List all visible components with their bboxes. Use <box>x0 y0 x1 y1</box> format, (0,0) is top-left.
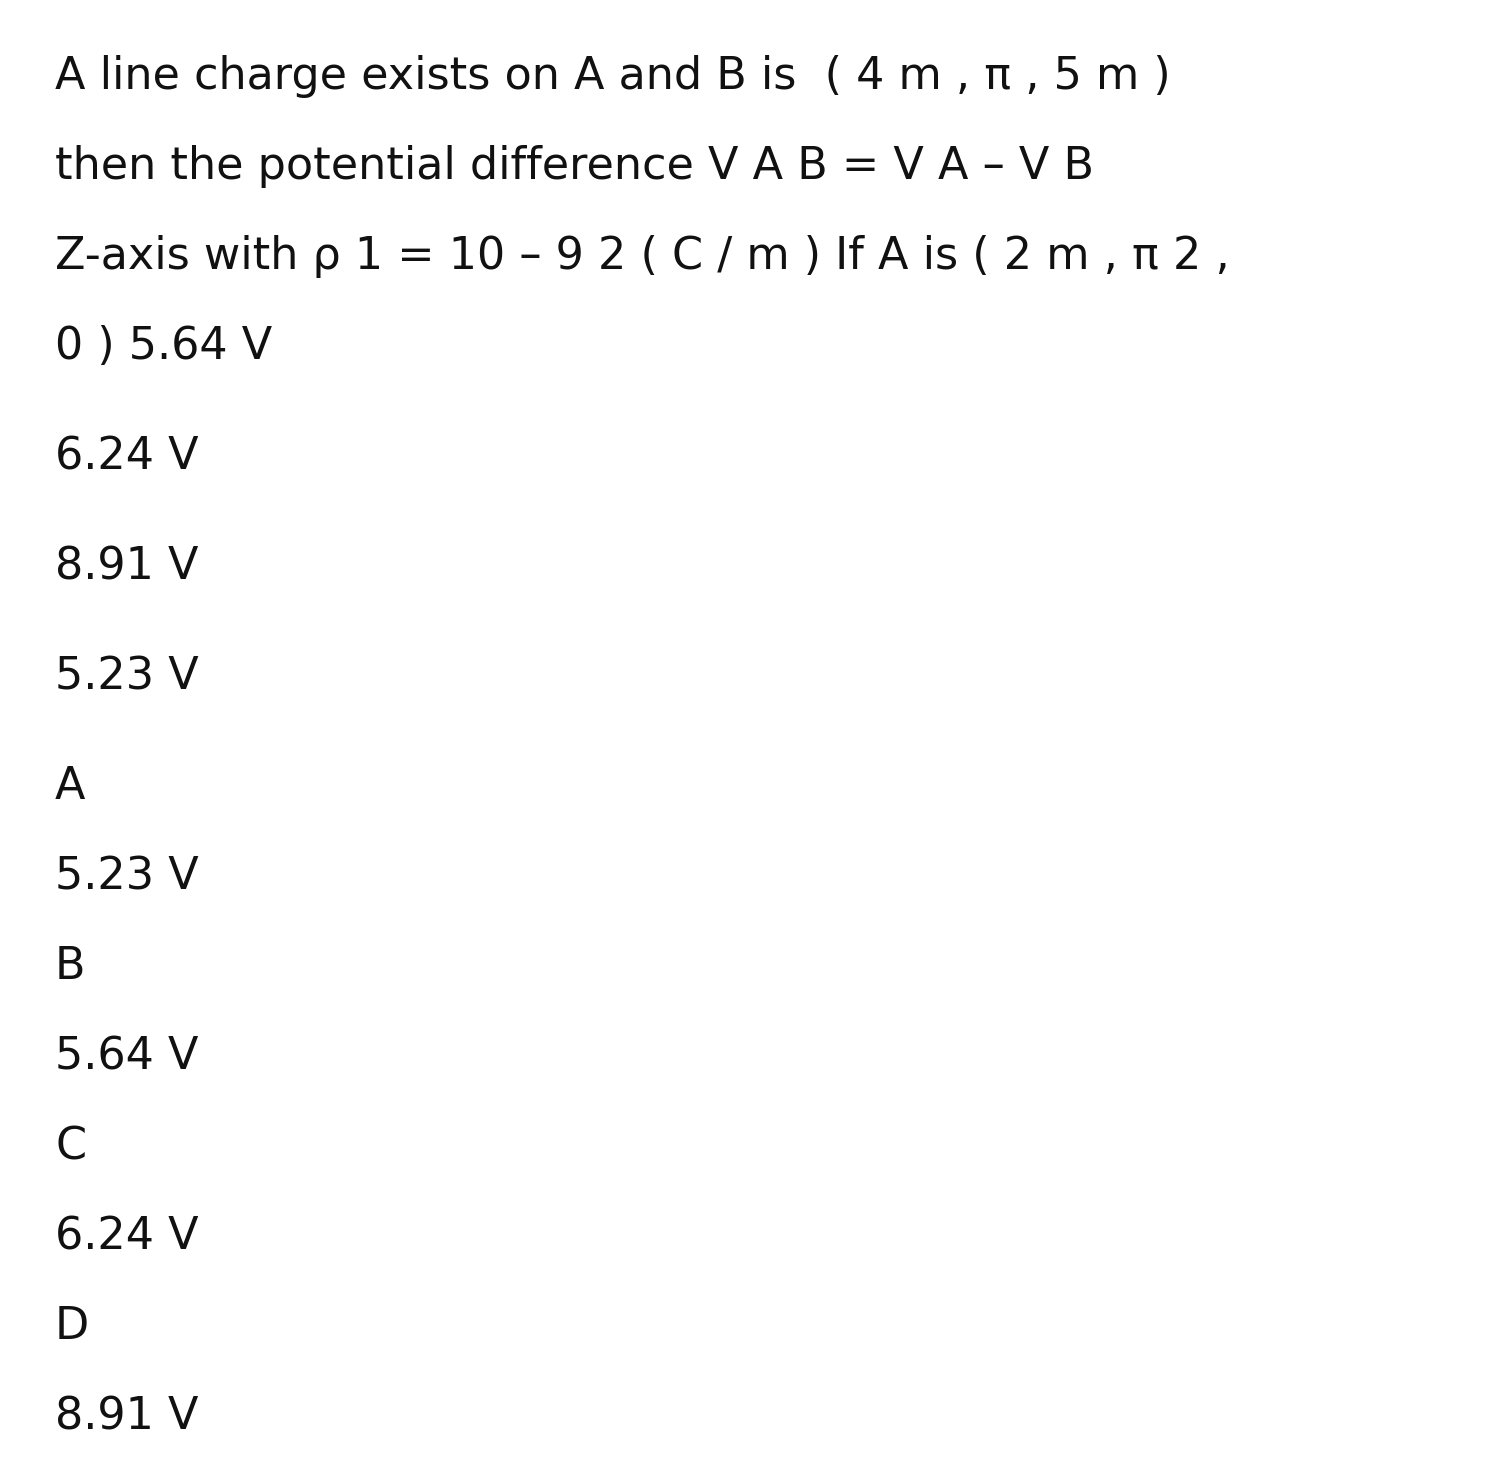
Text: 5.23 V: 5.23 V <box>56 855 198 898</box>
Text: 8.91 V: 8.91 V <box>56 545 198 588</box>
Text: 5.23 V: 5.23 V <box>56 656 198 699</box>
Text: D: D <box>56 1305 90 1348</box>
Text: 5.64 V: 5.64 V <box>56 1035 198 1077</box>
Text: 6.24 V: 6.24 V <box>56 1215 198 1258</box>
Text: 0 ) 5.64 V: 0 ) 5.64 V <box>56 326 273 369</box>
Text: Z-axis with ρ 1 = 10 – 9 2 ( C / m ) If A is ( 2 m , π 2 ,: Z-axis with ρ 1 = 10 – 9 2 ( C / m ) If … <box>56 235 1230 278</box>
Text: A: A <box>56 765 86 808</box>
Text: A line charge exists on A and B is  ( 4 m , π , 5 m ): A line charge exists on A and B is ( 4 m… <box>56 55 1170 98</box>
Text: B: B <box>56 946 86 989</box>
Text: 6.24 V: 6.24 V <box>56 435 198 478</box>
Text: 8.91 V: 8.91 V <box>56 1396 198 1439</box>
Text: then the potential difference V A B = V A – V B: then the potential difference V A B = V … <box>56 145 1094 188</box>
Text: C: C <box>56 1125 86 1168</box>
